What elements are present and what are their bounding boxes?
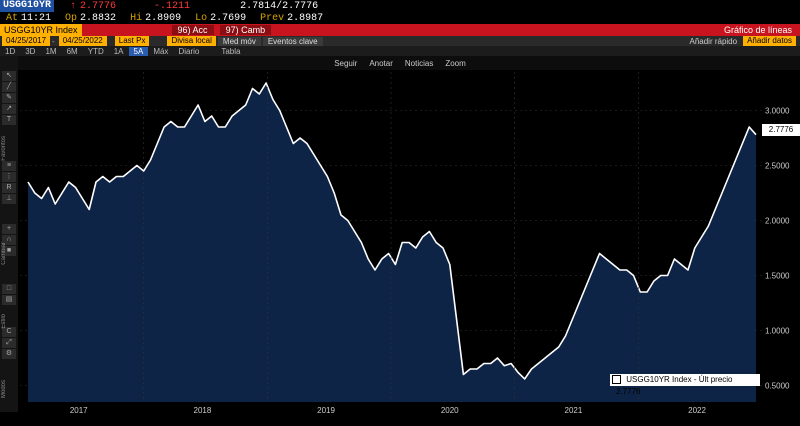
at-label: At xyxy=(6,12,19,24)
period-5a[interactable]: 5A xyxy=(128,46,149,56)
low-label: Lo xyxy=(195,12,208,24)
prev-value: 2.8987 xyxy=(287,12,324,24)
x-tick-label: 2021 xyxy=(564,406,583,415)
magnet-icon[interactable]: ∩ xyxy=(2,235,16,245)
cursor-icon[interactable]: ↖ xyxy=(2,71,16,81)
period-ytd[interactable]: YTD xyxy=(87,46,104,56)
period-3d[interactable]: 3D xyxy=(25,46,36,56)
legend-series-name: USGG10YR Index - Últ precio xyxy=(626,375,733,384)
x-tick-label: 2018 xyxy=(193,406,212,415)
high-value: 2.8909 xyxy=(145,12,182,24)
change-label: Cambiar xyxy=(1,242,7,265)
period-tabla[interactable]: Tabla xyxy=(221,46,241,56)
period-1a[interactable]: 1A xyxy=(113,46,124,56)
add-data-button[interactable]: Añadir datos xyxy=(743,36,796,46)
quote-bar: USGG10YR ↑ 2.7776 -.1211 2.7814/2.7776 xyxy=(0,0,800,12)
x-tick-label: 2022 xyxy=(688,406,706,415)
y-tick-label: 3.0000 xyxy=(765,107,790,116)
moving-average-button[interactable]: Med móv xyxy=(217,36,261,46)
news-button[interactable]: Noticias xyxy=(404,58,434,68)
last-value-label: 2.7776 xyxy=(762,124,800,136)
y-tick-label: 2.5000 xyxy=(765,162,790,171)
favorites-label: Favoritos xyxy=(1,136,7,161)
y-tick-label: 1.0000 xyxy=(765,327,790,336)
period-máx[interactable]: Máx xyxy=(153,46,169,56)
low-value: 2.7699 xyxy=(210,12,247,24)
settings-bar: 04/25/2017 - 04/25/2022 Last Px Divisa l… xyxy=(0,36,800,46)
price-field[interactable]: Last Px xyxy=(114,36,150,46)
period-6m[interactable]: 6M xyxy=(66,46,78,56)
refresh-icon[interactable]: C xyxy=(2,327,16,337)
y-tick-label: 2.0000 xyxy=(765,217,790,226)
fib-icon[interactable]: ⋮ xyxy=(2,172,16,182)
text-tool-icon[interactable]: T xyxy=(2,115,16,125)
box-icon[interactable]: □ xyxy=(2,284,16,294)
end-date-field[interactable]: 04/25/2022 xyxy=(58,36,107,46)
crosshair-icon[interactable]: + xyxy=(2,224,16,234)
x-tick-label: 2020 xyxy=(440,406,459,415)
y-tick-label: 0.5000 xyxy=(765,382,790,391)
actions-menu[interactable]: 96) Acc xyxy=(171,25,214,35)
quote-time: 11:21 xyxy=(21,12,52,24)
chart-toolbar: Seguir Anotar Noticias Zoom xyxy=(0,56,800,70)
follow-button[interactable]: Seguir xyxy=(334,58,358,68)
legend-checkbox-icon[interactable] xyxy=(612,375,621,385)
zoom-button[interactable]: Zoom xyxy=(445,58,466,68)
open-value: 2.8832 xyxy=(80,12,117,24)
bid-ask: 2.7814/2.7776 xyxy=(240,0,319,12)
series-line xyxy=(27,82,757,380)
ticker-label[interactable]: USGG10YR xyxy=(0,0,55,12)
style-label: Estilo xyxy=(1,314,7,329)
series-area xyxy=(28,83,756,402)
quick-add-button[interactable]: Añadir rápido xyxy=(689,36,738,46)
ohlc-bar: At 11:21 Op 2.8832 Hi 2.8909 Lo 2.7699 P… xyxy=(0,12,800,24)
layers-icon[interactable]: ▤ xyxy=(2,295,16,305)
period-bar: 1D 3D 1M 6M YTD 1A 5A Máx Diario Tabla xyxy=(0,46,800,56)
prev-label: Prev xyxy=(260,12,285,24)
x-tick-label: 2019 xyxy=(317,406,335,415)
ruler-icon[interactable]: R xyxy=(2,183,16,193)
security-field[interactable]: USGG10YR Index xyxy=(0,24,82,36)
high-label: Hi xyxy=(130,12,143,24)
settings-icon[interactable]: ⚙ xyxy=(2,349,16,359)
currency-field[interactable]: Divisa local xyxy=(167,36,216,46)
modes-label: Modos xyxy=(1,380,7,399)
channel-icon[interactable]: ≡ xyxy=(2,161,16,171)
period-diario[interactable]: Diario xyxy=(178,46,200,56)
period-1d[interactable]: 1D xyxy=(5,46,16,56)
edit-menu[interactable]: 97) Camb xyxy=(219,25,272,35)
up-arrow-icon: ↑ xyxy=(70,0,77,12)
x-tick-label: 2017 xyxy=(69,406,88,415)
start-date-field[interactable]: 04/25/2017 xyxy=(2,36,51,46)
chart-title: Gráfico de líneas xyxy=(723,25,792,35)
open-label: Op xyxy=(65,12,78,24)
measure-icon[interactable]: ⊥ xyxy=(2,194,16,204)
period-1m[interactable]: 1M xyxy=(45,46,57,56)
arrow-tool-icon[interactable]: ↗ xyxy=(2,104,16,114)
x-axis: 2017 2018 2019 2020 2021 2022 xyxy=(18,402,778,426)
drawing-toolbar: ↖ ╱ ✎ ↗ T Favoritos ≡ ⋮ R ⊥ Cambiar + ∩ … xyxy=(0,56,18,412)
legend-value: 2.7776 xyxy=(616,387,641,396)
series-legend[interactable]: USGG10YR Index - Últ precio 2.7776 xyxy=(610,374,760,396)
expand-icon[interactable]: ⤢ xyxy=(2,338,16,348)
key-events-button[interactable]: Eventos clave xyxy=(262,36,323,46)
color-icon[interactable]: ■ xyxy=(2,246,16,256)
last-price: 2.7776 xyxy=(80,0,117,12)
annotate-button[interactable]: Anotar xyxy=(369,58,393,68)
pen-icon[interactable]: ✎ xyxy=(2,93,16,103)
function-bar: USGG10YR Index 96) Acc 97) Camb Gráfico … xyxy=(0,24,800,36)
y-tick-label: 1.5000 xyxy=(765,272,790,281)
line-tool-icon[interactable]: ╱ xyxy=(2,82,16,92)
net-change: -.1211 xyxy=(154,0,191,12)
